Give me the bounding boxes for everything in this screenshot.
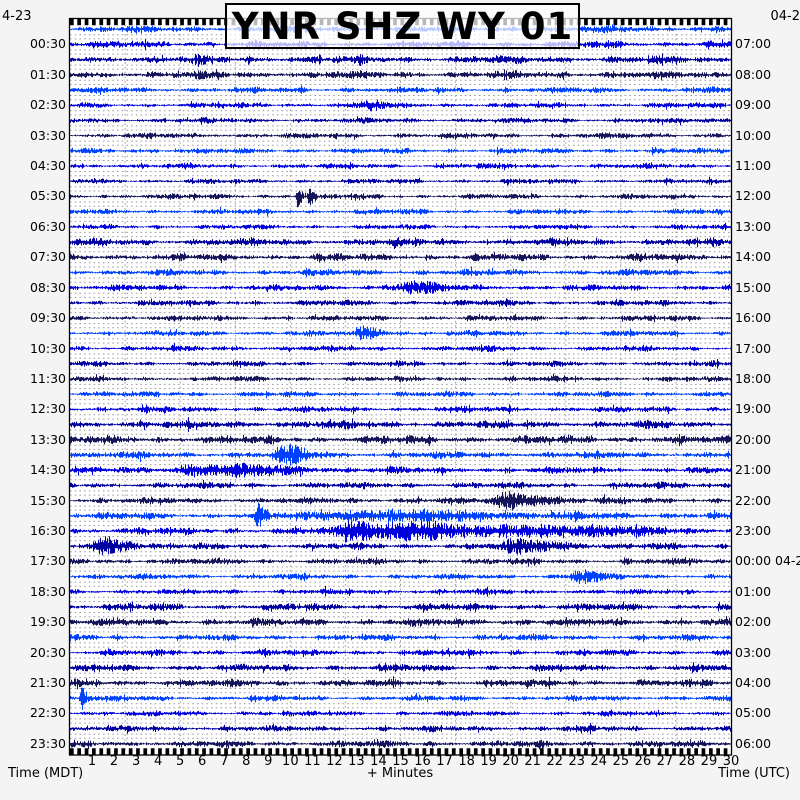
minute-tick-label: 29 xyxy=(700,754,718,769)
time-label-mdt: 19:30 xyxy=(29,614,66,630)
minutes-axis-heading: + Minutes xyxy=(366,766,434,781)
minute-tick-label: 24 xyxy=(590,754,608,769)
minute-tick-label: 23 xyxy=(568,754,586,769)
minute-tick-label: 9 xyxy=(264,754,273,769)
time-label-utc: 21:00 xyxy=(735,462,772,478)
minute-tick-label: 6 xyxy=(198,754,207,769)
minute-tick-label: 2 xyxy=(109,754,119,769)
time-label-mdt: 01:30 xyxy=(29,66,66,82)
minute-tick-label: 22 xyxy=(546,754,563,769)
minute-tick-label: 20 xyxy=(502,754,519,769)
minute-tick-label: 21 xyxy=(524,754,541,769)
date-label-top-left: 4-23 xyxy=(2,9,32,24)
time-label-utc: 15:00 xyxy=(735,279,772,295)
time-label-utc: 19:00 xyxy=(735,401,772,417)
minute-tick-label: 1 xyxy=(87,754,97,769)
time-label-mdt: 16:30 xyxy=(29,522,66,538)
utc-axis-heading: Time (UTC) xyxy=(718,766,790,781)
time-label-mdt: 13:30 xyxy=(29,431,66,447)
time-label-mdt: 06:30 xyxy=(29,218,66,234)
minute-tick-label: 28 xyxy=(678,754,696,769)
time-label-mdt: 17:30 xyxy=(29,553,66,569)
time-label-utc: 22:00 xyxy=(735,492,772,508)
minute-tick-label: 5 xyxy=(176,754,185,769)
time-label-mdt: 15:30 xyxy=(29,492,66,508)
time-label-utc: 13:00 xyxy=(735,218,772,234)
minute-tick-label: 19 xyxy=(480,754,497,769)
time-label-mdt: 05:30 xyxy=(29,188,66,204)
time-label-utc: 11:00 xyxy=(735,158,772,174)
minute-tick-label: 17 xyxy=(436,754,453,769)
time-label-mdt: 22:30 xyxy=(29,705,66,721)
mdt-axis-heading: Time (MDT) xyxy=(8,766,84,781)
station-title-box: YNR SHZ WY 01 xyxy=(225,3,580,49)
time-label-mdt: 14:30 xyxy=(29,462,66,478)
time-label-mdt: 03:30 xyxy=(29,127,66,143)
time-label-mdt: 23:30 xyxy=(29,735,66,751)
time-label-utc: 12:00 xyxy=(735,188,772,204)
time-label-utc: 23:00 xyxy=(735,522,772,538)
time-label-utc: 20:00 xyxy=(735,431,772,447)
minute-tick-label: 4 xyxy=(153,754,163,769)
time-label-mdt: 20:30 xyxy=(29,644,66,660)
minute-tick-label: 26 xyxy=(634,754,652,769)
minute-tick-label: 10 xyxy=(282,754,299,769)
time-label-utc: 04:00 xyxy=(735,675,772,690)
time-label-mdt: 02:30 xyxy=(29,97,66,113)
minute-tick-label: 27 xyxy=(656,754,674,769)
time-label-mdt: 18:30 xyxy=(29,583,66,599)
time-label-utc: 09:00 xyxy=(735,97,772,113)
time-label-utc: 16:00 xyxy=(735,310,772,326)
time-label-utc: 00:00 04-24 xyxy=(735,553,800,569)
minute-tick-label: 7 xyxy=(220,754,229,769)
time-label-utc: 03:00 xyxy=(735,644,772,660)
date-label-top-right: 04-2 xyxy=(770,9,800,24)
minute-tick-label: 3 xyxy=(131,754,141,769)
minute-tick-label: 14 xyxy=(370,754,387,769)
minute-tick-label: 18 xyxy=(458,754,475,769)
minute-tick-label: 12 xyxy=(326,754,343,769)
time-label-mdt: 12:30 xyxy=(29,401,66,417)
minute-tick-label: 25 xyxy=(612,754,630,769)
station-title: YNR SHZ WY 01 xyxy=(231,4,574,48)
minute-tick-label: 15 xyxy=(392,754,409,769)
minute-tick-label: 16 xyxy=(414,754,431,769)
time-label-utc: 07:00 xyxy=(735,36,772,52)
time-label-utc: 02:00 xyxy=(735,614,772,630)
time-label-mdt: 11:30 xyxy=(29,370,66,386)
minute-tick-label: 30 xyxy=(722,754,740,769)
minute-tick-label: 13 xyxy=(348,754,365,769)
time-label-mdt: 07:30 xyxy=(29,249,66,265)
time-label-utc: 06:00 xyxy=(735,735,772,751)
time-label-utc: 17:00 xyxy=(735,340,772,356)
time-label-mdt: 08:30 xyxy=(29,279,66,295)
minute-tick-label: 11 xyxy=(304,754,321,769)
time-label-mdt: 09:30 xyxy=(29,310,66,326)
time-label-utc: 18:00 xyxy=(735,370,772,386)
time-label-utc: 10:00 xyxy=(735,127,772,143)
time-label-utc: 01:00 xyxy=(735,583,772,599)
time-label-utc: 14:00 xyxy=(735,249,772,265)
time-label-utc: 08:00 xyxy=(735,66,772,82)
time-label-utc: 05:00 xyxy=(735,705,772,721)
time-label-mdt: 21:30 xyxy=(29,675,66,690)
time-label-mdt: 04:30 xyxy=(29,158,66,174)
time-label-mdt: 10:30 xyxy=(29,340,66,356)
minute-tick-label: 8 xyxy=(242,754,251,769)
time-label-mdt: 00:30 xyxy=(29,36,66,52)
